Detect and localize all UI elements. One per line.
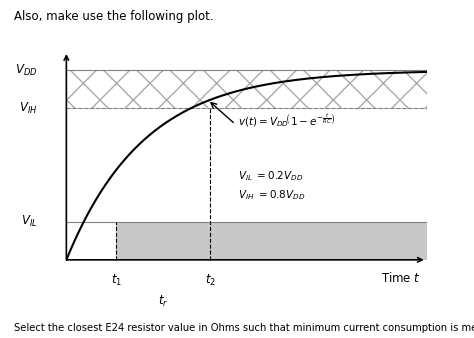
Text: $t_1$: $t_1$: [111, 273, 122, 288]
Text: Select the closest E24 resistor value in Ohms such that minimum current consumpt: Select the closest E24 resistor value in…: [14, 323, 474, 333]
Text: $V_{IL}\ = 0.2V_{DD}$: $V_{IL}\ = 0.2V_{DD}$: [238, 169, 304, 183]
Text: Time $t$: Time $t$: [382, 271, 421, 285]
Text: $v(t) = V_{DD}\!\left(1 - e^{-\frac{t}{RC}}\right)$: $v(t) = V_{DD}\!\left(1 - e^{-\frac{t}{R…: [238, 111, 336, 129]
Text: $t_r$: $t_r$: [158, 294, 169, 309]
Text: $V_{IH}\ = 0.8V_{DD}$: $V_{IH}\ = 0.8V_{DD}$: [238, 188, 305, 202]
Text: $V_{IL}$: $V_{IL}$: [21, 214, 37, 230]
Text: $V_{DD}$: $V_{DD}$: [15, 63, 37, 78]
Text: $V_{IH}$: $V_{IH}$: [19, 100, 37, 116]
Text: $t_2$: $t_2$: [205, 273, 216, 288]
Text: Also, make use the following plot.: Also, make use the following plot.: [14, 10, 214, 23]
